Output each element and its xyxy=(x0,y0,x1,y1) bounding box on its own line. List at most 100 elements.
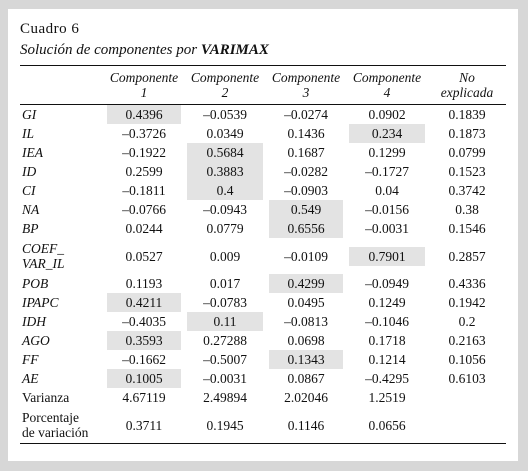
highlighted-value: 0.7901 xyxy=(349,246,425,266)
table-row: Porcentaje de variación 0.3711 0.1945 0.1146… xyxy=(20,407,506,444)
cell-value: –0.0783 xyxy=(203,295,247,310)
table-cell: –0.1662 xyxy=(104,350,184,369)
table-cell: 2.49894 xyxy=(184,388,266,407)
table-row: COEF_ VAR_IL 0.0527 0.009 –0.0109 0.7901 0.285… xyxy=(20,238,506,274)
column-header: Componente 3 xyxy=(266,66,346,105)
cell-value: 0.2599 xyxy=(125,164,163,179)
table-body: GI 0.4396 –0.0539 –0.0274 0.0902 0.1839 IL –0.3… xyxy=(20,105,506,444)
cell-value: –0.0274 xyxy=(284,107,328,122)
table-cell: 0.1005 xyxy=(104,369,184,388)
table-cell: 1.2519 xyxy=(346,388,428,407)
table-row: AGO 0.3593 0.27288 0.0698 0.1718 0.2163 xyxy=(20,331,506,350)
table-row: FF –0.1662 –0.5007 0.1343 0.1214 0.1056 xyxy=(20,350,506,369)
table-cell: 0.38 xyxy=(428,200,506,219)
table-cell: 0.1839 xyxy=(428,105,506,125)
cell-value: 0.0867 xyxy=(287,371,325,386)
highlighted-value: 0.4 xyxy=(187,181,263,200)
cell-value: 0.1523 xyxy=(448,164,486,179)
table-cell: 0.2857 xyxy=(428,238,506,274)
table-cell: –0.4295 xyxy=(346,369,428,388)
table-cell: –0.0031 xyxy=(184,369,266,388)
table-cell: –0.0274 xyxy=(266,105,346,125)
row-label: NA xyxy=(22,202,40,217)
table-cell: 0.0527 xyxy=(104,238,184,274)
row-label: Porcentaje de variación xyxy=(20,407,104,444)
cell-value: 0.1945 xyxy=(206,417,244,433)
cell-value: 0.1718 xyxy=(368,333,406,348)
cell-value: –0.1811 xyxy=(122,183,166,198)
row-label: POB xyxy=(22,276,49,291)
column-header: No explicada xyxy=(428,66,506,105)
row-label: AE xyxy=(22,371,39,386)
table-row: ID 0.2599 0.3883 –0.0282 –0.1727 0.1523 xyxy=(20,162,506,181)
cell-value: 0.0698 xyxy=(287,333,325,348)
table-cell: –0.5007 xyxy=(184,350,266,369)
highlighted-value: 0.234 xyxy=(349,124,425,143)
cell-value: –0.0282 xyxy=(284,164,328,179)
table-cell: 0.1873 xyxy=(428,124,506,143)
table-cell: –0.3726 xyxy=(104,124,184,143)
cell-value: –0.1046 xyxy=(365,314,409,329)
cell-value: 0.2857 xyxy=(448,248,486,264)
cell-value: 0.38 xyxy=(455,202,479,217)
cell-value: 0.0349 xyxy=(206,126,244,141)
table-cell: 4.67119 xyxy=(104,388,184,407)
highlighted-value: 0.4211 xyxy=(107,293,181,312)
table-cell xyxy=(428,407,506,444)
table-row: Varianza 4.67119 2.49894 2.02046 1.2519 xyxy=(20,388,506,407)
cell-value: 0.0656 xyxy=(368,417,406,433)
cell-value: 0.04 xyxy=(375,183,399,198)
highlighted-value: 0.1343 xyxy=(269,350,343,369)
row-label: IEA xyxy=(22,145,43,160)
highlighted-value: 0.4299 xyxy=(269,274,343,293)
highlighted-value: 0.3593 xyxy=(107,331,181,350)
cell-value: 0.1299 xyxy=(368,145,406,160)
table-cell: 0.2599 xyxy=(104,162,184,181)
table-cell: 0.0349 xyxy=(184,124,266,143)
cell-value: 0.1214 xyxy=(368,352,406,367)
cell-value: 0.1687 xyxy=(287,145,325,160)
cell-value: 0.2163 xyxy=(448,333,486,348)
table-cell: 0.2 xyxy=(428,312,506,331)
column-header: Componente 2 xyxy=(184,66,266,105)
table-cell: 0.1718 xyxy=(346,331,428,350)
highlighted-value: 0.11 xyxy=(187,312,263,331)
table-row: IDH –0.4035 0.11 –0.0813 –0.1046 0.2 xyxy=(20,312,506,331)
table-cell: 0.4336 xyxy=(428,274,506,293)
table-cell: 0.549 xyxy=(266,200,346,219)
row-label: IL xyxy=(22,126,35,141)
table-cell: 0.1214 xyxy=(346,350,428,369)
table-cell: 0.4 xyxy=(184,181,266,200)
cell-value: 0.0799 xyxy=(448,145,486,160)
cell-value: 0.6103 xyxy=(448,371,486,386)
table-caption: Cuadro 6 xyxy=(20,21,80,37)
table-row: CI –0.1811 0.4 –0.0903 0.04 0.3742 xyxy=(20,181,506,200)
cell-value: 0.1193 xyxy=(125,276,163,291)
cell-value: 0.1146 xyxy=(287,417,325,433)
table-cell: 0.1945 xyxy=(184,407,266,444)
table-title-method: VARIMAX xyxy=(200,42,269,58)
table-cell: 0.1687 xyxy=(266,143,346,162)
table-row: IPAPC 0.4211 –0.0783 0.0495 0.1249 0.1942 xyxy=(20,293,506,312)
table-cell: –0.0156 xyxy=(346,200,428,219)
row-label: Varianza xyxy=(22,390,70,405)
cell-value: –0.4035 xyxy=(122,314,166,329)
cell-value: 0.3711 xyxy=(125,417,163,433)
cell-value: –0.5007 xyxy=(203,352,247,367)
table-cell: –0.1727 xyxy=(346,162,428,181)
table-row: BP 0.0244 0.0779 0.6556 –0.0031 0.1546 xyxy=(20,219,506,238)
table-cell: –0.0109 xyxy=(266,238,346,274)
table-cell: 0.3711 xyxy=(104,407,184,444)
table-cell: 0.5684 xyxy=(184,143,266,162)
table-title-text: Solución de componentes por xyxy=(20,42,201,58)
cell-value: –0.0031 xyxy=(365,221,409,236)
table-cell: –0.0282 xyxy=(266,162,346,181)
column-header: Componente 1 xyxy=(104,66,184,105)
cell-value: 0.009 xyxy=(209,248,241,264)
table-cell: 0.0656 xyxy=(346,407,428,444)
row-label: IPAPC xyxy=(22,295,59,310)
cell-value: 0.1546 xyxy=(448,221,486,236)
cell-value: –0.0156 xyxy=(365,202,409,217)
cell-value: 0.1249 xyxy=(368,295,406,310)
cell-value: 0.0779 xyxy=(206,221,244,236)
